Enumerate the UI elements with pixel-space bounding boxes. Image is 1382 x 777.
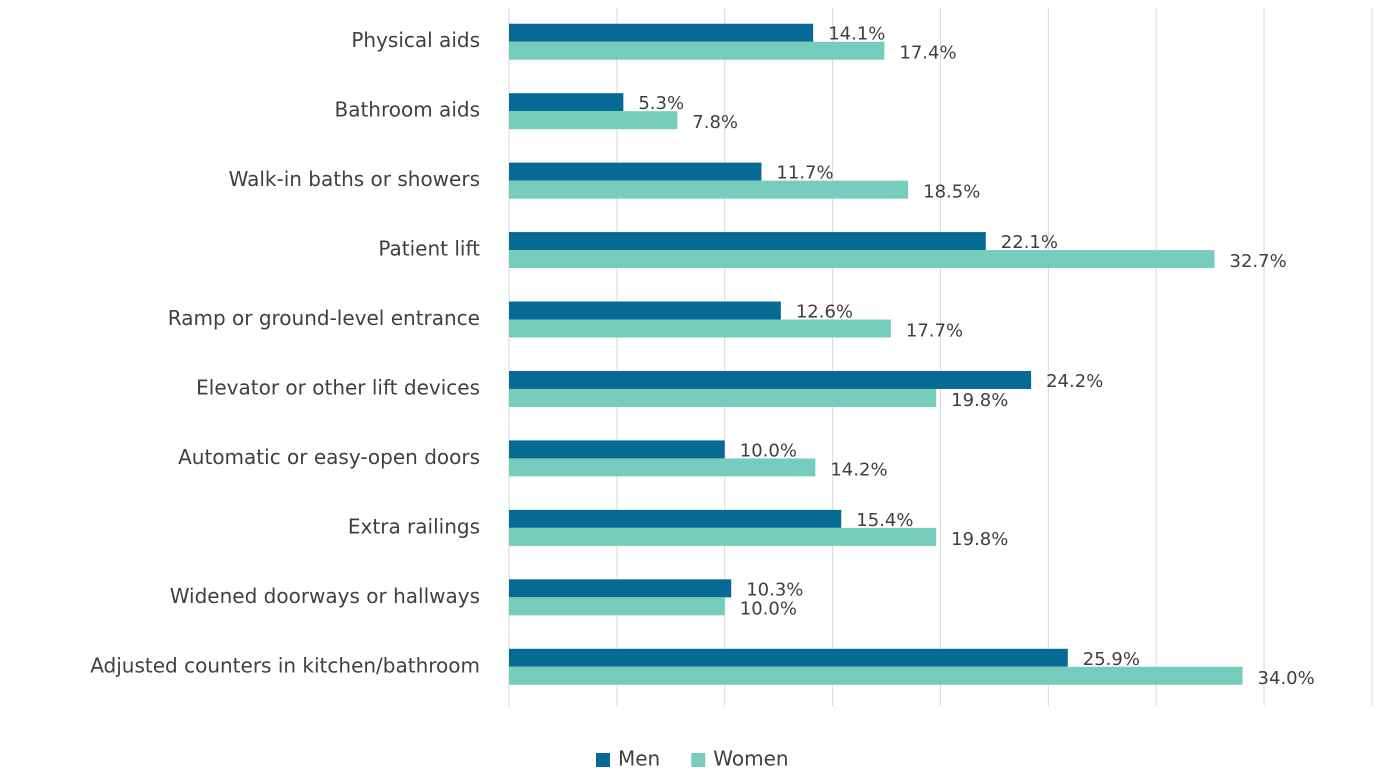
category-label: Physical aids bbox=[351, 28, 480, 52]
legend-label: Women bbox=[713, 747, 788, 771]
value-label: 34.0% bbox=[1258, 668, 1315, 689]
bar bbox=[509, 509, 842, 528]
bar bbox=[509, 666, 1243, 685]
category-label: Bathroom aids bbox=[334, 98, 480, 122]
bar bbox=[509, 597, 725, 616]
value-label: 10.0% bbox=[740, 598, 797, 619]
bar bbox=[509, 388, 937, 407]
bar bbox=[509, 41, 885, 60]
bar bbox=[509, 180, 909, 199]
value-label: 17.4% bbox=[899, 43, 956, 64]
category-label: Walk-in baths or showers bbox=[229, 167, 480, 191]
category-label: Automatic or easy-open doors bbox=[178, 445, 480, 469]
value-label: 17.7% bbox=[906, 321, 963, 342]
bar bbox=[509, 579, 732, 598]
bar bbox=[509, 648, 1068, 667]
value-label: 24.2% bbox=[1046, 371, 1103, 392]
category-label: Ramp or ground-level entrance bbox=[168, 306, 480, 330]
legend-swatch bbox=[691, 753, 706, 767]
category-label: Elevator or other lift devices bbox=[196, 375, 480, 399]
bar bbox=[509, 527, 937, 546]
value-label: 5.3% bbox=[638, 93, 684, 114]
value-label: 10.3% bbox=[746, 579, 803, 600]
category-label: Adjusted counters in kitchen/bathroom bbox=[90, 653, 480, 677]
value-label: 25.9% bbox=[1083, 649, 1140, 670]
value-label: 7.8% bbox=[692, 112, 738, 133]
category-label: Widened doorways or hallways bbox=[170, 584, 480, 608]
bar bbox=[509, 111, 678, 130]
legend-label: Men bbox=[618, 747, 660, 771]
bar bbox=[509, 301, 781, 320]
category-label: Patient lift bbox=[378, 237, 480, 261]
bar bbox=[509, 440, 725, 459]
bar bbox=[509, 458, 816, 477]
value-label: 32.7% bbox=[1230, 251, 1287, 272]
category-label: Extra railings bbox=[348, 514, 480, 538]
bar bbox=[509, 319, 891, 338]
value-label: 18.5% bbox=[923, 182, 980, 203]
value-label: 19.8% bbox=[951, 529, 1008, 550]
value-label: 12.6% bbox=[796, 302, 853, 323]
value-label: 19.8% bbox=[951, 390, 1008, 411]
bar bbox=[509, 250, 1215, 269]
bar bbox=[509, 370, 1032, 389]
value-label: 14.1% bbox=[828, 24, 885, 45]
bar bbox=[509, 93, 624, 112]
value-label: 15.4% bbox=[856, 510, 913, 531]
value-label: 14.2% bbox=[830, 459, 887, 480]
bar bbox=[509, 23, 814, 42]
bar bbox=[509, 232, 986, 251]
bar bbox=[509, 162, 762, 181]
value-label: 22.1% bbox=[1001, 232, 1058, 253]
value-label: 11.7% bbox=[776, 163, 833, 184]
legend-swatch bbox=[596, 753, 610, 767]
value-label: 10.0% bbox=[740, 440, 797, 461]
